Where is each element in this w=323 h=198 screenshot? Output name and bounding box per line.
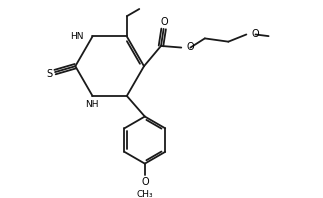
- Text: O: O: [161, 17, 168, 27]
- Text: S: S: [46, 69, 52, 79]
- Text: O: O: [141, 177, 149, 187]
- Text: NH: NH: [85, 100, 99, 109]
- Text: O: O: [187, 42, 194, 52]
- Text: HN: HN: [70, 32, 83, 41]
- Text: CH₃: CH₃: [137, 190, 153, 198]
- Text: O: O: [251, 29, 259, 39]
